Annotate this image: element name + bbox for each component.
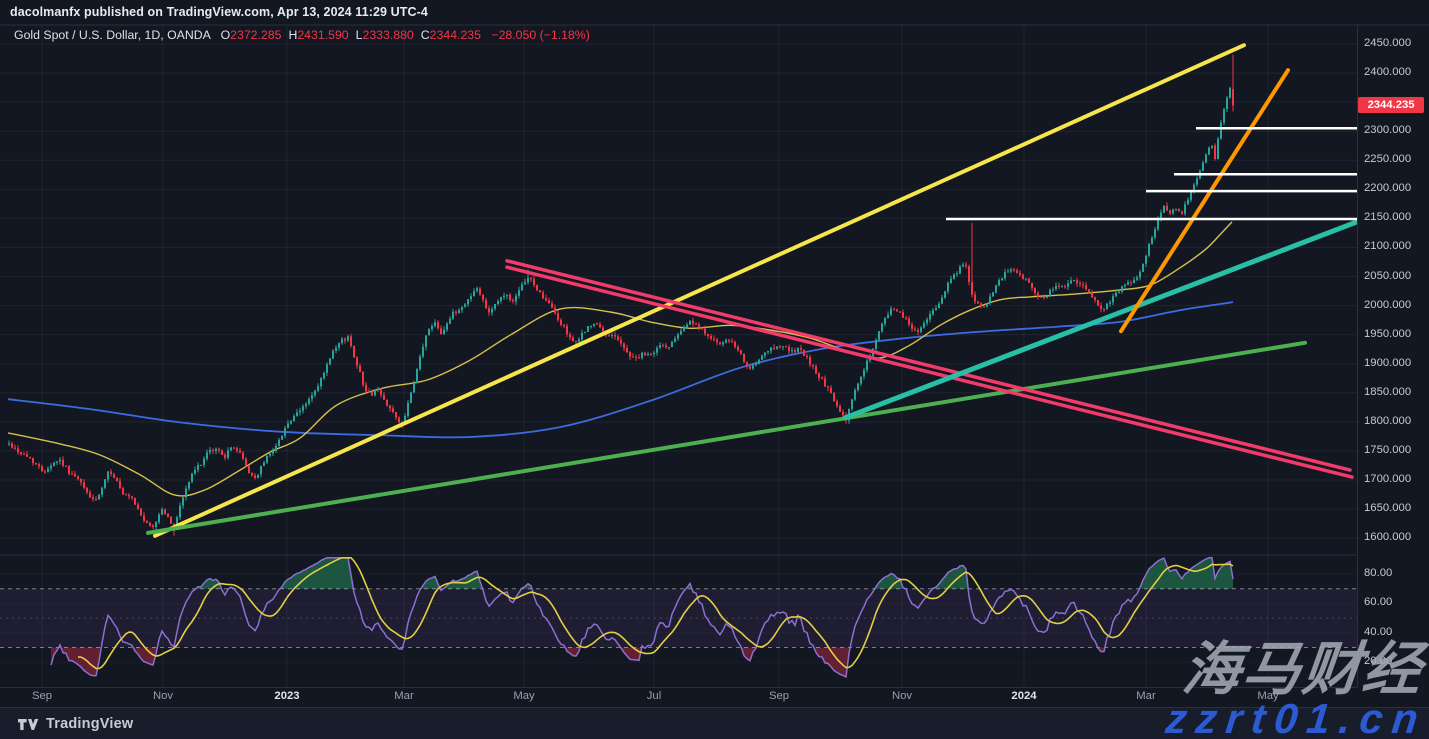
price-tick-label: 2450.000 (1364, 37, 1412, 49)
attribution-text: dacolmanfx published on TradingView.com,… (10, 5, 428, 19)
yellow-rising-trendline (153, 43, 1246, 538)
price-tick-label: 1650.000 (1364, 502, 1412, 515)
last-price-badge: 2344.235 (1358, 97, 1424, 113)
ohlc-value: 2333.880 (362, 28, 414, 42)
change-value: −28.050 (−1.18%) (491, 28, 590, 42)
rsi-pane (0, 557, 1357, 679)
price-tick-label: 2400.000 (1364, 66, 1412, 79)
time-tick-label: Jul (646, 690, 662, 702)
price-tick-label: 2250.000 (1364, 153, 1412, 166)
ohlc-letter: L (355, 28, 363, 42)
time-tick-label: May (513, 690, 535, 702)
price-tick-label: 1950.000 (1364, 327, 1412, 340)
ohlc-letter: C (420, 28, 430, 42)
rsi-line (50, 557, 1234, 679)
ohlc-letter: H (288, 28, 298, 42)
time-tick-label: Nov (891, 690, 913, 702)
price-tick-label: 1800.000 (1364, 414, 1412, 427)
time-tick-label: Mar (1136, 690, 1156, 702)
price-tick-label: 1850.000 (1364, 385, 1412, 398)
price-tick-label: 2100.000 (1364, 240, 1412, 253)
rsi-tick-label: 40.00 (1364, 625, 1393, 638)
price-tick-label: 2050.000 (1364, 269, 1412, 282)
price-pane (7, 43, 1357, 538)
tradingview-link[interactable]: TradingView (18, 716, 133, 732)
price-tick-label: 2200.000 (1364, 182, 1412, 195)
bottom-toolbar: TradingView (0, 707, 1429, 739)
price-tick-label: 1600.000 (1364, 531, 1412, 544)
pink-channel-upper (505, 259, 1352, 472)
ohlc-value: 2372.285 (230, 28, 282, 42)
time-tick-label: Nov (152, 690, 174, 702)
price-tick-label: 1750.000 (1364, 443, 1412, 456)
ohlc-values: O2372.285 H2431.590 L2333.880 C2344.235 (214, 28, 481, 42)
rsi-ma-line (77, 557, 1234, 670)
tradingview-logo-icon (18, 718, 39, 730)
blue-ma-line (7, 301, 1234, 439)
pink-channel-lower (505, 265, 1354, 479)
time-tick-label: Sep (768, 690, 790, 702)
time-axis[interactable]: Sep Nov 2023 Mar May Jul Sep Nov 2024 Mar May (0, 688, 1357, 707)
price-tick-label: 2300.000 (1364, 124, 1412, 137)
symbol-title: Gold Spot / U.S. Dollar, 1D, OANDA (14, 28, 211, 42)
ohlc-letter: O (220, 28, 231, 42)
time-tick-label: Mar (394, 690, 414, 702)
price-tick-label: 1700.000 (1364, 472, 1412, 485)
rsi-tick-label: 80.00 (1364, 567, 1393, 579)
green-support-trendline (146, 340, 1307, 535)
time-tick-label: Sep (31, 690, 53, 702)
teal-support-trendline (842, 219, 1357, 421)
tradingview-logo-text: TradingView (46, 716, 134, 732)
symbol-legend: Gold Spot / U.S. Dollar, 1D, OANDA O2372… (14, 28, 590, 42)
rsi-tick-label: 20.00 (1364, 655, 1393, 668)
price-tick-label: 2150.000 (1364, 211, 1412, 224)
time-tick-label: 2024 (1011, 690, 1037, 702)
orange-steep-trendline (1119, 68, 1290, 334)
rsi-tick-label: 60.00 (1364, 596, 1393, 609)
time-tick-label: May (1257, 690, 1279, 702)
ohlc-value: 2344.235 (429, 28, 481, 42)
ohlc-value: 2431.590 (297, 28, 349, 42)
time-tick-label: 2023 (274, 690, 300, 702)
price-axis[interactable]: 2450.000 2400.000 2300.000 2250.000 2200.000… (1360, 0, 1429, 739)
price-tick-label: 2000.000 (1364, 298, 1412, 311)
price-tick-label: 1900.000 (1364, 356, 1412, 369)
